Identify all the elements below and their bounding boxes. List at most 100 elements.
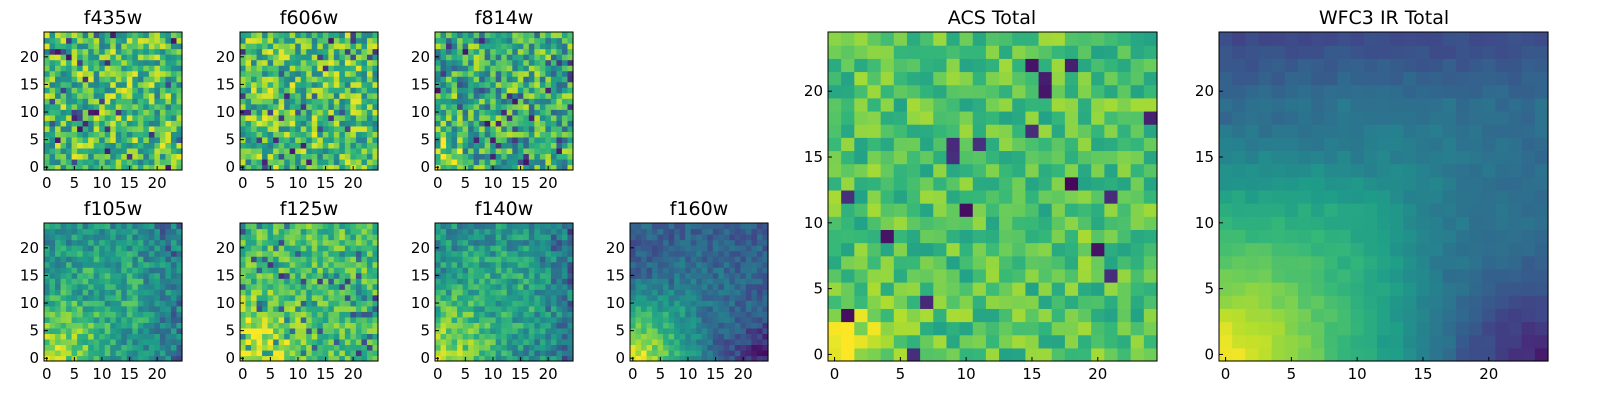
heatmap-cell [55,355,62,362]
heatmap-cell [440,65,447,72]
heatmap-cell [523,245,530,252]
x-tick-label: 15 [706,365,725,383]
heatmap-cell [906,189,921,204]
heatmap-cell [300,153,307,160]
heatmap-cell [322,54,329,61]
heatmap-cell [251,120,258,127]
heatmap-cell [523,338,530,346]
heatmap-cell [933,321,948,336]
heatmap-cell [946,229,961,244]
heatmap-cell [506,158,513,166]
heatmap-cell [165,239,172,246]
heatmap-cell [328,250,335,257]
heatmap-cell [148,158,155,166]
heatmap-cell [528,239,535,246]
heatmap-cell [361,267,368,274]
heatmap-cell [641,289,648,296]
heatmap-cell [284,300,291,307]
heatmap-cell [646,234,653,241]
heatmap-cell [350,114,357,121]
heatmap-cell [339,234,346,241]
heatmap-cell [344,261,351,268]
heatmap-cell [328,245,335,252]
heatmap-cell [300,109,307,116]
heatmap-cell [523,131,530,138]
heatmap-cell [446,65,453,72]
heatmap-cell [685,311,692,318]
heatmap-cell [278,300,285,307]
heatmap-cell [528,267,535,274]
heatmap-cell [512,261,519,268]
heatmap-cell [344,92,351,99]
heatmap-cell [534,54,541,61]
heatmap-cell [361,158,368,166]
heatmap-cell [517,289,524,296]
heatmap-cell [148,283,155,290]
heatmap-cell [657,349,664,357]
heatmap-cell [289,164,296,171]
heatmap-cell [550,131,558,138]
heatmap-cell [110,43,117,50]
heatmap-cell [630,333,637,340]
heatmap-cell [121,294,128,301]
heatmap-cell [946,216,961,230]
heatmap-cell [479,32,486,39]
heatmap-cell [306,103,313,110]
heatmap-cell [828,229,842,244]
heatmap-cell [723,300,730,307]
heatmap-cell [718,305,725,312]
heatmap-cell [723,333,730,340]
heatmap-cell [462,338,469,346]
heatmap-cell [77,142,84,149]
heatmap-cell [740,272,747,279]
heatmap-cell [501,267,508,274]
heatmap-cell [333,59,340,66]
heatmap-cell [137,147,144,155]
heatmap-cell [361,109,368,116]
heatmap-cell [723,294,730,301]
heatmap-cell [462,76,469,83]
heatmap-cell [77,228,84,235]
heatmap-cell [110,70,117,77]
heatmap-cell [60,164,67,171]
heatmap-cell [440,338,447,346]
heatmap-cell [88,136,95,143]
heatmap-cell [1025,176,1040,191]
heatmap-cell [1104,255,1119,270]
heatmap-cell [256,311,263,318]
heatmap-cell [49,87,56,94]
heatmap-cell [77,114,84,121]
heatmap-cell [289,355,296,362]
heatmap-cell [289,239,296,246]
heatmap-cell [506,272,513,279]
heatmap-cell [126,239,133,246]
heatmap-cell [635,338,642,346]
heatmap-cell [71,142,78,149]
heatmap-cell [110,114,117,121]
heatmap-cell [696,283,703,290]
heatmap-cell [718,278,725,285]
heatmap-cell [148,311,155,318]
heatmap-cell [306,164,313,171]
heatmap-cell [121,300,128,307]
heatmap-cell [679,327,686,334]
heatmap-cell [484,32,491,39]
heatmap-cell [751,344,758,351]
heatmap-cell [690,344,697,351]
heatmap-cell [110,355,117,362]
heatmap-cell [126,136,133,143]
heatmap-cell [867,124,882,138]
heatmap-cell [740,311,747,318]
heatmap-cell [170,153,178,160]
heatmap-cell [679,316,686,323]
heatmap-cell [49,37,56,44]
x-tick-label: 0 [42,365,52,383]
heatmap-cell [322,250,329,257]
heatmap-cell [484,103,491,110]
heatmap-cell [880,321,895,336]
heatmap-cell [143,311,150,318]
heatmap-cell [550,294,558,301]
heatmap-cell [880,150,895,165]
heatmap-cell [972,203,987,217]
heatmap-cell [440,70,447,77]
